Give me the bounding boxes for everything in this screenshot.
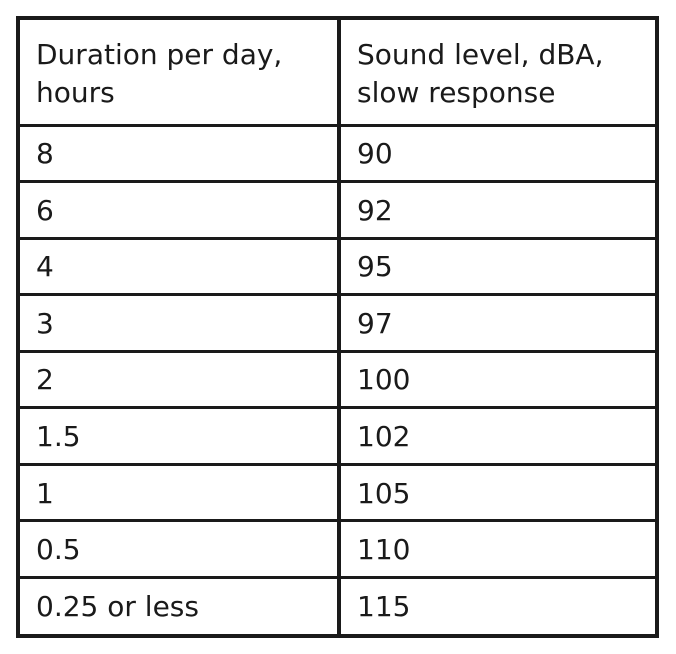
sound-level-cell: 100 — [337, 349, 655, 410]
duration-cell: 4 — [20, 236, 341, 297]
table-row: 6 92 — [20, 180, 655, 240]
table-row: 2 100 — [20, 349, 655, 410]
sound-level-cell: 90 — [337, 123, 655, 184]
permissible-noise-table: Duration per day, hours Sound level, dBA… — [20, 20, 655, 634]
table-row: 1.5 102 — [20, 406, 655, 466]
table-row: 4 95 — [20, 236, 655, 297]
header-duration: Duration per day, hours — [20, 20, 341, 127]
sound-level-cell: 92 — [337, 180, 655, 240]
table-row: 3 97 — [20, 293, 655, 353]
header-sound-level: Sound level, dBA, slow response — [337, 20, 655, 127]
duration-cell: 3 — [20, 293, 341, 353]
noise-exposure-table: Duration per day, hours Sound level, dBA… — [16, 16, 659, 638]
table-row: 0.25 or less 115 — [20, 575, 655, 634]
sound-level-cell: 110 — [337, 519, 655, 579]
table-row: 0.5 110 — [20, 519, 655, 579]
sound-level-cell: 105 — [337, 462, 655, 523]
duration-cell: 6 — [20, 180, 341, 240]
table-row: 1 105 — [20, 462, 655, 523]
duration-cell: 1.5 — [20, 406, 341, 466]
duration-cell: 0.25 or less — [20, 575, 341, 634]
duration-cell: 0.5 — [20, 519, 341, 579]
table-row: 8 90 — [20, 123, 655, 184]
duration-cell: 2 — [20, 349, 341, 410]
sound-level-cell: 97 — [337, 293, 655, 353]
duration-cell: 8 — [20, 123, 341, 184]
duration-cell: 1 — [20, 462, 341, 523]
table-header-row: Duration per day, hours Sound level, dBA… — [20, 20, 655, 127]
sound-level-cell: 102 — [337, 406, 655, 466]
sound-level-cell: 115 — [337, 575, 655, 634]
sound-level-cell: 95 — [337, 236, 655, 297]
